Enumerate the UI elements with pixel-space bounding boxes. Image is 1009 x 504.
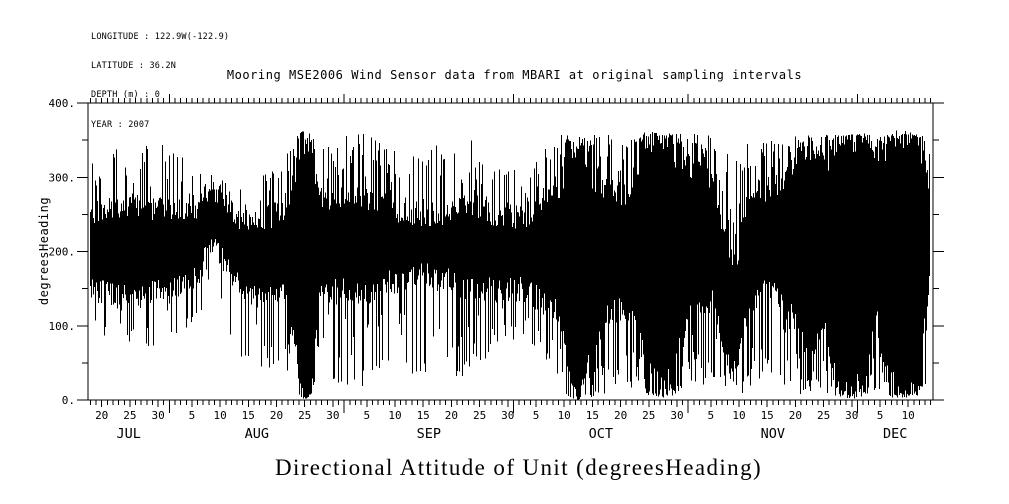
svg-text:DEC: DEC [883, 426, 907, 442]
svg-text:OCT: OCT [589, 426, 613, 442]
svg-text:5: 5 [707, 409, 714, 422]
svg-text:0.: 0. [62, 394, 75, 407]
svg-text:20: 20 [789, 409, 802, 422]
svg-text:10: 10 [902, 409, 915, 422]
svg-text:5: 5 [877, 409, 884, 422]
svg-text:300.: 300. [49, 171, 76, 184]
svg-text:AUG: AUG [245, 426, 269, 442]
svg-text:5: 5 [533, 409, 540, 422]
svg-text:10: 10 [732, 409, 745, 422]
svg-text:400.: 400. [49, 97, 76, 110]
svg-text:10: 10 [558, 409, 571, 422]
svg-text:25: 25 [473, 409, 486, 422]
svg-text:5: 5 [363, 409, 370, 422]
meta-longitude: LONGITUDE : 122.9W(-122.9) [91, 31, 230, 42]
svg-text:15: 15 [586, 409, 599, 422]
svg-text:15: 15 [242, 409, 255, 422]
svg-text:SEP: SEP [417, 426, 441, 442]
metadata-block: LONGITUDE : 122.9W(-122.9) LATITUDE : 36… [91, 13, 229, 150]
svg-text:10: 10 [388, 409, 401, 422]
svg-text:25: 25 [817, 409, 830, 422]
svg-text:30: 30 [326, 409, 339, 422]
svg-text:30: 30 [670, 409, 683, 422]
svg-text:15: 15 [761, 409, 774, 422]
svg-text:JUL: JUL [116, 426, 140, 442]
svg-text:100.: 100. [49, 320, 76, 333]
svg-text:30: 30 [151, 409, 164, 422]
x-axis-title: Directional Attitude of Unit (degreesHea… [274, 455, 763, 480]
meta-year: YEAR : 2007 [91, 119, 150, 130]
svg-text:15: 15 [417, 409, 430, 422]
meta-depth: DEPTH (m) : 0 [91, 90, 161, 101]
svg-text:20: 20 [270, 409, 283, 422]
svg-text:5: 5 [189, 409, 196, 422]
svg-text:30: 30 [845, 409, 858, 422]
svg-text:10: 10 [213, 409, 226, 422]
svg-text:30: 30 [501, 409, 514, 422]
chart-title: Mooring MSE2006 Wind Sensor data from MB… [226, 68, 803, 82]
svg-text:25: 25 [298, 409, 311, 422]
svg-text:NOV: NOV [761, 426, 785, 442]
svg-text:25: 25 [642, 409, 655, 422]
svg-text:20: 20 [614, 409, 627, 422]
svg-text:25: 25 [123, 409, 136, 422]
meta-latitude: LATITUDE : 36.2N [91, 60, 177, 71]
svg-text:200.: 200. [49, 246, 76, 259]
svg-text:20: 20 [95, 409, 108, 422]
svg-text:20: 20 [445, 409, 458, 422]
